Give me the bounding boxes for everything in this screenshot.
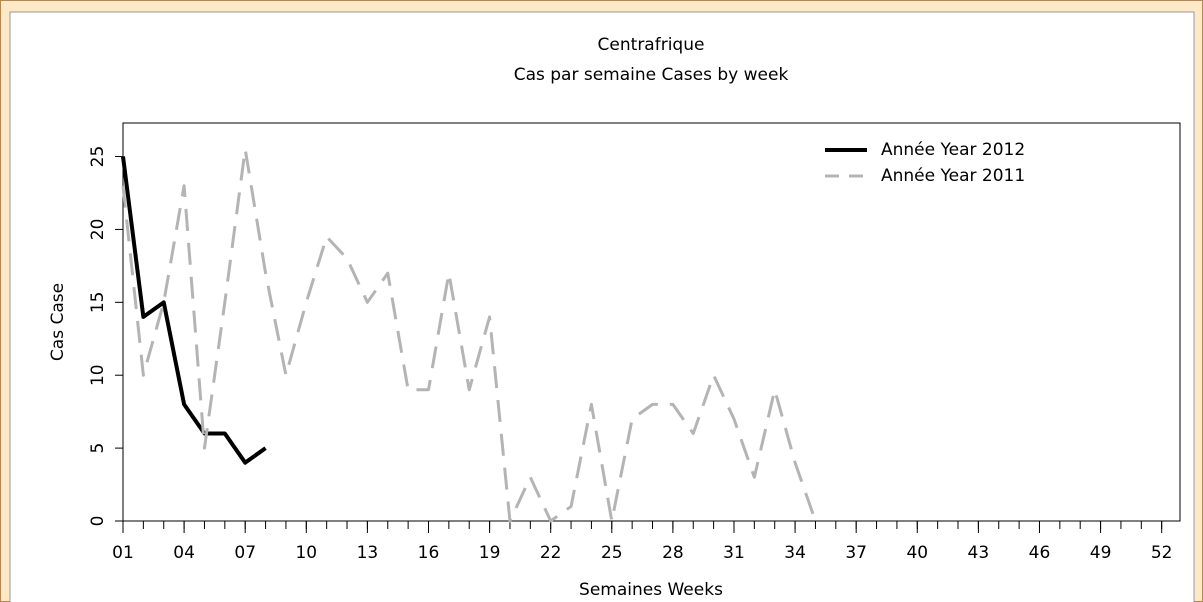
x-tick-label: 40 bbox=[906, 543, 928, 563]
x-tick-label: 19 bbox=[479, 543, 501, 563]
y-tick-label: 5 bbox=[88, 443, 108, 454]
x-tick-label: 22 bbox=[540, 543, 562, 563]
x-tick-label: 49 bbox=[1090, 543, 1112, 563]
x-tick-label: 16 bbox=[418, 543, 440, 563]
legend-label: Année Year 2012 bbox=[881, 140, 1025, 160]
y-tick-label: 15 bbox=[88, 291, 108, 313]
x-axis-label: Semaines Weeks bbox=[579, 580, 723, 600]
x-tick-label: 07 bbox=[234, 543, 256, 563]
x-tick-label: 10 bbox=[295, 543, 317, 563]
x-tick-label: 52 bbox=[1151, 543, 1173, 563]
x-tick-label: 31 bbox=[723, 543, 745, 563]
y-tick-label: 0 bbox=[88, 516, 108, 527]
x-tick-label: 37 bbox=[845, 543, 867, 563]
chart-subtitle: Cas par semaine Cases by week bbox=[514, 65, 789, 85]
x-tick-label: 25 bbox=[601, 543, 623, 563]
y-tick-label: 20 bbox=[88, 219, 108, 241]
panel bbox=[9, 11, 1195, 602]
chart-title: Centrafrique bbox=[598, 35, 705, 55]
plot-area bbox=[122, 122, 1181, 522]
x-tick-label: 34 bbox=[784, 543, 806, 563]
y-tick-label: 10 bbox=[88, 364, 108, 386]
legend-label: Année Year 2011 bbox=[881, 166, 1025, 186]
x-tick-label: 01 bbox=[112, 543, 134, 563]
x-tick-label: 28 bbox=[662, 543, 684, 563]
series-line bbox=[121, 156, 267, 465]
x-tick-label: 43 bbox=[968, 543, 990, 563]
y-axis-label: Cas Case bbox=[48, 283, 68, 361]
series-line bbox=[121, 147, 817, 523]
x-tick-label: 13 bbox=[357, 543, 379, 563]
y-tick-label: 25 bbox=[88, 146, 108, 168]
x-tick-label: 04 bbox=[173, 543, 195, 563]
x-tick-label: 46 bbox=[1029, 543, 1051, 563]
